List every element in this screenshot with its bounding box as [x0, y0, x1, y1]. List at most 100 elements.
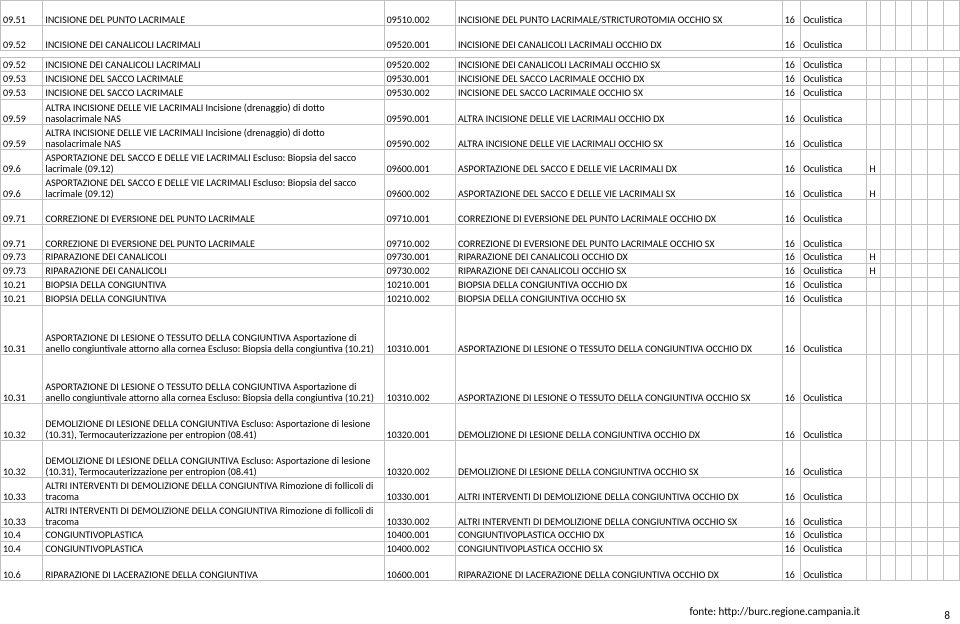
- code-cell: 10.32: [1, 404, 43, 441]
- flag-cell: [867, 86, 880, 100]
- code2-cell: 10320.001: [384, 404, 455, 441]
- qty-cell: 16: [782, 125, 801, 150]
- desc2-cell: DEMOLIZIONE DI LESIONE DELLA CONGIUNTIVA…: [456, 441, 783, 478]
- desc1-cell: RIPARAZIONE DEI CANALICOLI: [43, 250, 384, 264]
- flag-cell: [867, 441, 880, 478]
- code-cell: 10.33: [1, 478, 43, 503]
- branch-cell: Oculistica: [801, 542, 867, 556]
- flag-cell: [867, 542, 880, 556]
- flag-cell: [867, 556, 880, 581]
- desc2-cell: BIOPSIA DELLA CONGIUNTIVA OCCHIO DX: [456, 278, 783, 292]
- qty-cell: 16: [782, 292, 801, 306]
- code2-cell: 10310.002: [384, 355, 455, 404]
- flag-cell: [867, 306, 880, 355]
- desc1-cell: DEMOLIZIONE DI LESIONE DELLA CONGIUNTIVA…: [43, 404, 384, 441]
- qty-cell: 16: [782, 175, 801, 200]
- flag-cell: [867, 72, 880, 86]
- code-cell: 09.73: [1, 250, 43, 264]
- code-cell: 10.4: [1, 528, 43, 542]
- flag-cell: H: [867, 264, 880, 278]
- code2-cell: 10400.001: [384, 528, 455, 542]
- desc2-cell: INCISIONE DEL SACCO LACRIMALE OCCHIO DX: [456, 72, 783, 86]
- qty-cell: 16: [782, 58, 801, 72]
- table-row: 09.71CORREZIONE DI EVERSIONE DEL PUNTO L…: [1, 225, 960, 250]
- branch-cell: Oculistica: [801, 72, 867, 86]
- desc2-cell: CORREZIONE DI EVERSIONE DEL PUNTO LACRIM…: [456, 200, 783, 225]
- branch-cell: Oculistica: [801, 503, 867, 528]
- desc1-cell: INCISIONE DEL SACCO LACRIMALE: [43, 72, 384, 86]
- code-cell: 10.21: [1, 278, 43, 292]
- code2-cell: 10330.002: [384, 503, 455, 528]
- qty-cell: 16: [782, 225, 801, 250]
- desc2-cell: ALTRA INCISIONE DELLE VIE LACRIMALI OCCH…: [456, 100, 783, 125]
- desc1-cell: ASPORTAZIONE DI LESIONE O TESSUTO DELLA …: [43, 355, 384, 404]
- branch-cell: Oculistica: [801, 175, 867, 200]
- code2-cell: 10330.001: [384, 478, 455, 503]
- desc1-cell: ASPORTAZIONE DEL SACCO E DELLE VIE LACRI…: [43, 175, 384, 200]
- branch-cell: Oculistica: [801, 250, 867, 264]
- qty-cell: 16: [782, 72, 801, 86]
- flag-cell: H: [867, 250, 880, 264]
- branch-cell: Oculistica: [801, 306, 867, 355]
- desc1-cell: INCISIONE DEL SACCO LACRIMALE: [43, 86, 384, 100]
- desc2-cell: CONGIUNTIVOPLASTICA OCCHIO SX: [456, 542, 783, 556]
- qty-cell: 16: [782, 355, 801, 404]
- code2-cell: 09600.001: [384, 150, 455, 175]
- code2-cell: 09710.001: [384, 200, 455, 225]
- flag-cell: [867, 292, 880, 306]
- desc1-cell: ALTRI INTERVENTI DI DEMOLIZIONE DELLA CO…: [43, 503, 384, 528]
- code2-cell: 09520.001: [384, 26, 455, 51]
- qty-cell: 16: [782, 306, 801, 355]
- branch-cell: Oculistica: [801, 1, 867, 26]
- code-cell: 09.59: [1, 125, 43, 150]
- desc2-cell: ALTRA INCISIONE DELLE VIE LACRIMALI OCCH…: [456, 125, 783, 150]
- page-number: 8: [944, 609, 950, 622]
- code-cell: 09.73: [1, 264, 43, 278]
- qty-cell: 16: [782, 542, 801, 556]
- branch-cell: Oculistica: [801, 125, 867, 150]
- qty-cell: 16: [782, 278, 801, 292]
- desc1-cell: CORREZIONE DI EVERSIONE DEL PUNTO LACRIM…: [43, 225, 384, 250]
- table-row: 10.21BIOPSIA DELLA CONGIUNTIVA10210.001B…: [1, 278, 960, 292]
- table-row: 10.6RIPARAZIONE DI LACERAZIONE DELLA CON…: [1, 556, 960, 581]
- branch-cell: Oculistica: [801, 100, 867, 125]
- desc2-cell: ALTRI INTERVENTI DI DEMOLIZIONE DELLA CO…: [456, 478, 783, 503]
- table-row: 10.33ALTRI INTERVENTI DI DEMOLIZIONE DEL…: [1, 503, 960, 528]
- flag-cell: [867, 125, 880, 150]
- code-cell: 09.59: [1, 100, 43, 125]
- branch-cell: Oculistica: [801, 264, 867, 278]
- code-cell: 09.71: [1, 200, 43, 225]
- desc1-cell: ASPORTAZIONE DI LESIONE O TESSUTO DELLA …: [43, 306, 384, 355]
- code-cell: 09.51: [1, 1, 43, 26]
- branch-cell: Oculistica: [801, 556, 867, 581]
- code-cell: 10.6: [1, 556, 43, 581]
- code2-cell: 09730.001: [384, 250, 455, 264]
- code-cell: 09.53: [1, 86, 43, 100]
- desc2-cell: CORREZIONE DI EVERSIONE DEL PUNTO LACRIM…: [456, 225, 783, 250]
- desc1-cell: INCISIONE DEI CANALICOLI LACRIMALI: [43, 26, 384, 51]
- qty-cell: 16: [782, 200, 801, 225]
- code2-cell: 10600.001: [384, 556, 455, 581]
- data-table: 09.51INCISIONE DEL PUNTO LACRIMALE09510.…: [0, 0, 960, 581]
- qty-cell: 16: [782, 250, 801, 264]
- code-cell: 09.6: [1, 175, 43, 200]
- code2-cell: 09590.002: [384, 125, 455, 150]
- code2-cell: 09710.002: [384, 225, 455, 250]
- table-row: 10.31ASPORTAZIONE DI LESIONE O TESSUTO D…: [1, 355, 960, 404]
- code-cell: 09.53: [1, 72, 43, 86]
- qty-cell: 16: [782, 1, 801, 26]
- qty-cell: 16: [782, 556, 801, 581]
- desc1-cell: INCISIONE DEL PUNTO LACRIMALE: [43, 1, 384, 26]
- qty-cell: 16: [782, 478, 801, 503]
- code-cell: 10.21: [1, 292, 43, 306]
- code-cell: 09.52: [1, 26, 43, 51]
- desc1-cell: RIPARAZIONE DEI CANALICOLI: [43, 264, 384, 278]
- flag-cell: [867, 528, 880, 542]
- qty-cell: 16: [782, 264, 801, 278]
- qty-cell: 16: [782, 404, 801, 441]
- table-row: 10.32DEMOLIZIONE DI LESIONE DELLA CONGIU…: [1, 404, 960, 441]
- code2-cell: 09520.002: [384, 58, 455, 72]
- desc2-cell: INCISIONE DEI CANALICOLI LACRIMALI OCCHI…: [456, 58, 783, 72]
- table-row: 10.31ASPORTAZIONE DI LESIONE O TESSUTO D…: [1, 306, 960, 355]
- code2-cell: 09590.001: [384, 100, 455, 125]
